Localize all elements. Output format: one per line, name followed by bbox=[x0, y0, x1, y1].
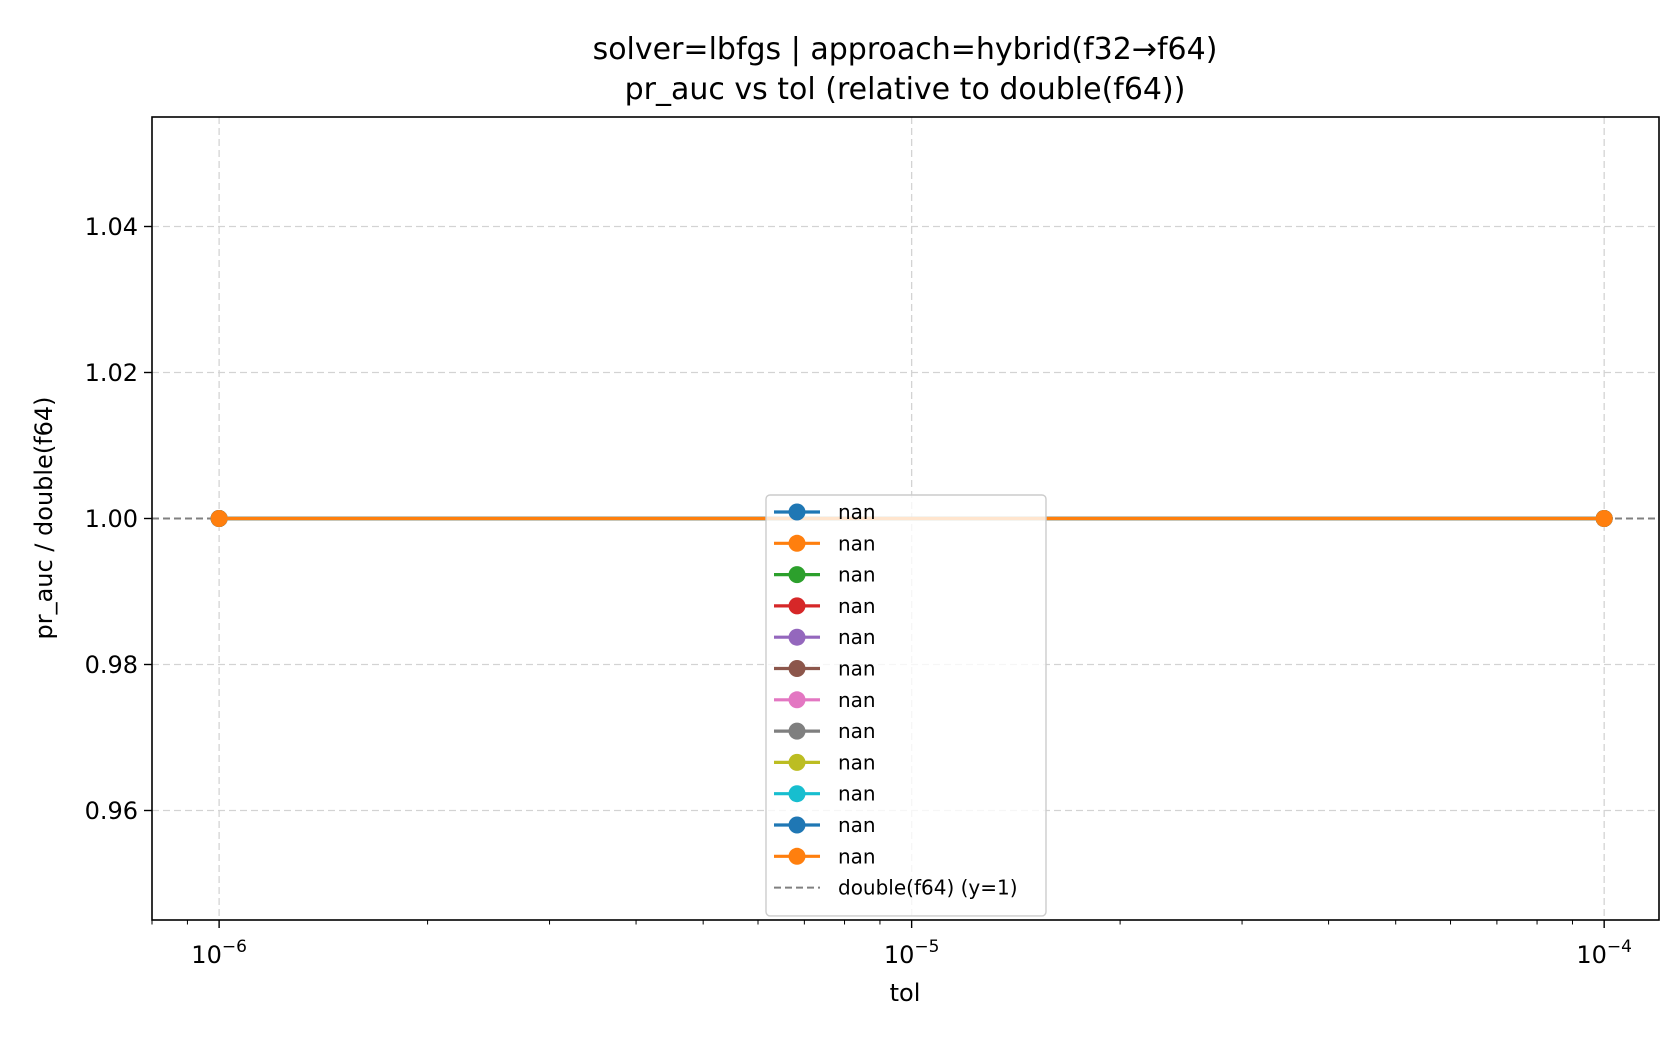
legend-label-reference: double(f64) (y=1) bbox=[838, 876, 1018, 900]
y-tick-label: 0.96 bbox=[85, 797, 138, 825]
legend-label: nan bbox=[838, 657, 876, 681]
legend-label: nan bbox=[838, 563, 876, 587]
legend-label: nan bbox=[838, 844, 876, 868]
legend-swatch-marker bbox=[788, 597, 806, 615]
legend-swatch-marker bbox=[788, 785, 806, 803]
legend-label: nan bbox=[838, 782, 876, 806]
legend-label: nan bbox=[838, 750, 876, 774]
y-axis-label: pr_auc / double(f64) bbox=[30, 396, 58, 639]
y-tick-label: 1.02 bbox=[85, 359, 138, 387]
legend-box bbox=[765, 494, 1047, 917]
legend-swatch-marker bbox=[788, 691, 806, 709]
legend-label: nan bbox=[838, 813, 876, 837]
y-axis: 0.96 0.98 1.00 1.02 1.04 bbox=[85, 213, 152, 825]
legend-swatch-marker bbox=[788, 660, 806, 677]
x-tick-label: 10−4 bbox=[1576, 937, 1632, 969]
legend-label: nan bbox=[838, 625, 876, 649]
series-point bbox=[1595, 510, 1613, 527]
x-axis: 10−6 10−5 10−4 bbox=[151, 920, 1632, 969]
y-tick-label: 1.00 bbox=[85, 505, 138, 533]
legend-swatch-marker bbox=[788, 816, 806, 834]
y-tick-label: 1.04 bbox=[85, 213, 138, 241]
legend-label: nan bbox=[838, 500, 876, 524]
legend-swatch-marker bbox=[788, 847, 806, 865]
legend-swatch-marker bbox=[788, 534, 806, 552]
legend-swatch-marker bbox=[788, 628, 806, 646]
x-tick-label: 10−6 bbox=[191, 937, 247, 969]
legend-swatch-marker bbox=[788, 503, 806, 521]
x-axis-label: tol bbox=[890, 979, 921, 1007]
chart-subtitle: pr_auc vs tol (relative to double(f64)) bbox=[625, 72, 1186, 107]
legend-swatch-marker bbox=[788, 722, 806, 740]
legend-label: nan bbox=[838, 594, 876, 618]
legend-label: nan bbox=[838, 531, 876, 555]
y-tick-label: 0.98 bbox=[85, 651, 138, 679]
legend: nan nan nan nan nan nan nan nan nan nan nan nan doub… bbox=[765, 494, 1047, 917]
legend-swatch-marker bbox=[788, 753, 806, 771]
chart-title: solver=lbfgs | approach=hybrid(f32→f64) bbox=[593, 32, 1218, 67]
legend-label: nan bbox=[838, 688, 876, 712]
legend-swatch-marker bbox=[788, 566, 806, 584]
series-point bbox=[210, 510, 228, 527]
x-tick-label: 10−5 bbox=[884, 937, 940, 969]
legend-label: nan bbox=[838, 719, 876, 743]
